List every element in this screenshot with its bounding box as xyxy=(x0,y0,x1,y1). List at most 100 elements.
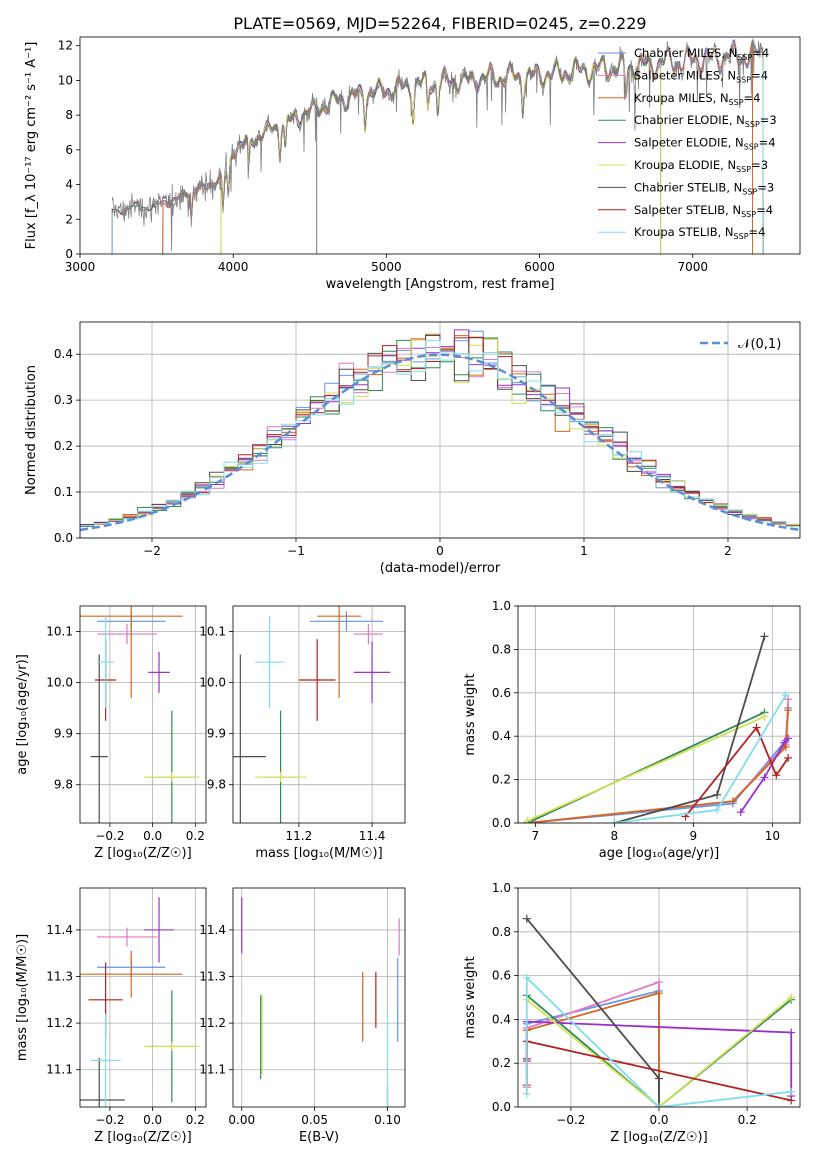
mass-weight-line xyxy=(527,707,790,823)
y-tick-label: 11.1 xyxy=(199,1063,226,1077)
x-tick-label: −1 xyxy=(287,544,305,558)
errorbar-point xyxy=(144,1041,200,1052)
x-tick-label: 2 xyxy=(724,544,732,558)
spectrum-model-line xyxy=(220,52,662,254)
legend-label: Salpeter MILES, NSSP=4 xyxy=(634,68,768,84)
y-tick-label: 0.4 xyxy=(492,729,511,743)
axes-frame xyxy=(232,887,406,1108)
y-tick-label: 0.8 xyxy=(492,925,511,939)
y-tick-label: 11.3 xyxy=(46,970,73,984)
x-axis-label: Z [log₁₀(Z/Z☉)] xyxy=(610,1130,707,1145)
axes-mass_weight_vs_Z: −0.2 0.0 0.2 0.0 0.2 0.4 0.6 0.8 1.0 Z [log₁₀(Z/Z… xyxy=(463,881,801,1145)
figure-title: PLATE=0569, MJD=52264, FIBERID=0245, z=0… xyxy=(233,14,646,33)
x-tick-label: −0.2 xyxy=(556,1113,585,1127)
mass-weight-marker xyxy=(784,753,793,762)
y-tick-label: 0.2 xyxy=(492,773,511,787)
y-tick-label: 0 xyxy=(65,247,73,261)
mass-weight-marker xyxy=(752,723,761,732)
errorbar-point xyxy=(90,1013,121,1107)
axes-frame xyxy=(517,605,801,824)
x-axis-label: mass [log₁₀(M/M☉)] xyxy=(255,846,382,861)
axes-spectrum: 3000 4000 5000 6000 7000 0 2 4 6 8 10 12 wavelength … xyxy=(24,36,801,292)
axes-frame xyxy=(79,321,801,539)
y-tick-label: 10 xyxy=(58,73,73,87)
legend-label: Chabrier STELIB, NSSP=3 xyxy=(634,180,774,196)
x-tick-label: 5000 xyxy=(371,260,402,274)
errorbar-point xyxy=(233,654,266,823)
x-tick-label: 0.0 xyxy=(143,1113,162,1127)
x-axis-label: age [log₁₀(age/yr)] xyxy=(599,846,720,861)
x-tick-label: 7000 xyxy=(677,260,708,274)
errorbar-point xyxy=(97,927,157,947)
x-tick-label: 0.2 xyxy=(186,829,205,843)
x-tick-label: 4000 xyxy=(218,260,249,274)
mass-weight-line xyxy=(525,975,792,1107)
errorbar-point xyxy=(90,654,108,823)
errorbar-point xyxy=(353,623,384,645)
y-tick-label: 11.2 xyxy=(46,1016,73,1030)
y-tick-label: 11.4 xyxy=(46,923,73,937)
errorbar-point xyxy=(309,611,384,632)
mass-weight-marker xyxy=(736,808,745,817)
mass-weight-marker xyxy=(713,805,722,814)
x-tick-label: 0.00 xyxy=(228,1113,255,1127)
x-tick-label: 9 xyxy=(690,829,698,843)
y-tick-label: 0.0 xyxy=(54,531,73,545)
axes-residuals: −2 −1 0 1 2 0.0 0.1 0.2 0.3 0.4 (data-model)/error… xyxy=(24,321,801,576)
y-tick-label: 1.0 xyxy=(492,881,511,895)
axes-mass_weight_vs_age: 7 8 9 10 0.0 0.2 0.4 0.6 0.8 1.0 age [log₁₀(age/yr… xyxy=(463,599,801,861)
mass-weight-marker xyxy=(787,993,796,1002)
x-tick-label: 0.10 xyxy=(374,1113,401,1127)
mass-weight-marker xyxy=(780,738,789,747)
mass-weight-marker xyxy=(784,695,793,704)
y-tick-label: 0.6 xyxy=(492,686,511,700)
legend-label: Kroupa STELIB, NSSP=4 xyxy=(634,225,765,241)
axes-age_vs_Z: −0.2 0.0 0.2 9.8 9.9 10.0 10.1 Z [log₁₀(Z/Z☉)] a… xyxy=(15,605,207,861)
legend-label: Chabrier ELODIE, NSSP=3 xyxy=(634,113,777,129)
errorbar-point xyxy=(148,651,170,693)
mass-weight-marker xyxy=(522,1089,531,1098)
mass-weight-line xyxy=(684,725,789,818)
y-tick-label: 11.3 xyxy=(199,970,226,984)
mass-weight-line xyxy=(614,636,766,823)
y-tick-label: 9.9 xyxy=(207,727,226,741)
x-tick-label: 11.4 xyxy=(359,829,386,843)
axes-mass_vs_Z: −0.2 0.0 0.2 11.1 11.2 11.3 11.4 Z [log₁₀(Z/Z☉)… xyxy=(15,887,207,1145)
mass-weight-marker xyxy=(760,712,769,721)
y-tick-label: 0.2 xyxy=(54,439,73,453)
legend-label: Chabrier MILES, NSSP=4 xyxy=(634,46,769,62)
y-tick-label: 10.0 xyxy=(199,676,226,690)
x-tick-label: 0.2 xyxy=(738,1113,757,1127)
normal-curve xyxy=(80,353,800,532)
mass-weight-marker xyxy=(610,819,619,823)
axes-frame xyxy=(517,887,801,1108)
mass-weight-marker xyxy=(772,771,781,780)
y-tick-label: 10.1 xyxy=(199,625,226,639)
plot-area xyxy=(233,606,391,823)
mass-weight-marker xyxy=(522,914,531,923)
legend-label: 𝒩(0,1) xyxy=(738,337,781,352)
x-tick-label: −0.2 xyxy=(95,829,124,843)
x-tick-label: 1 xyxy=(580,544,588,558)
x-tick-label: 0.0 xyxy=(649,1113,668,1127)
mass-weight-marker xyxy=(781,743,790,752)
y-tick-label: 11.1 xyxy=(46,1063,73,1077)
plot-area xyxy=(522,914,796,1107)
mass-weight-line xyxy=(527,715,765,822)
axes-frame xyxy=(79,36,801,255)
mass-weight-line xyxy=(740,737,789,813)
y-tick-label: 6 xyxy=(65,143,73,157)
mass-weight-marker xyxy=(522,973,531,982)
y-tick-label: 1.0 xyxy=(492,599,511,613)
mass-weight-line xyxy=(526,996,792,1107)
axes-frame xyxy=(79,887,207,1108)
y-tick-label: 0.4 xyxy=(54,347,73,361)
mass-weight-marker xyxy=(784,734,793,743)
mass-weight-marker xyxy=(655,1074,663,1083)
y-tick-label: 9.8 xyxy=(54,778,73,792)
mass-weight-marker xyxy=(655,989,663,998)
plot-area xyxy=(80,329,800,538)
y-axis-label: Normed distribution xyxy=(24,365,39,495)
y-tick-label: 8 xyxy=(65,108,73,122)
